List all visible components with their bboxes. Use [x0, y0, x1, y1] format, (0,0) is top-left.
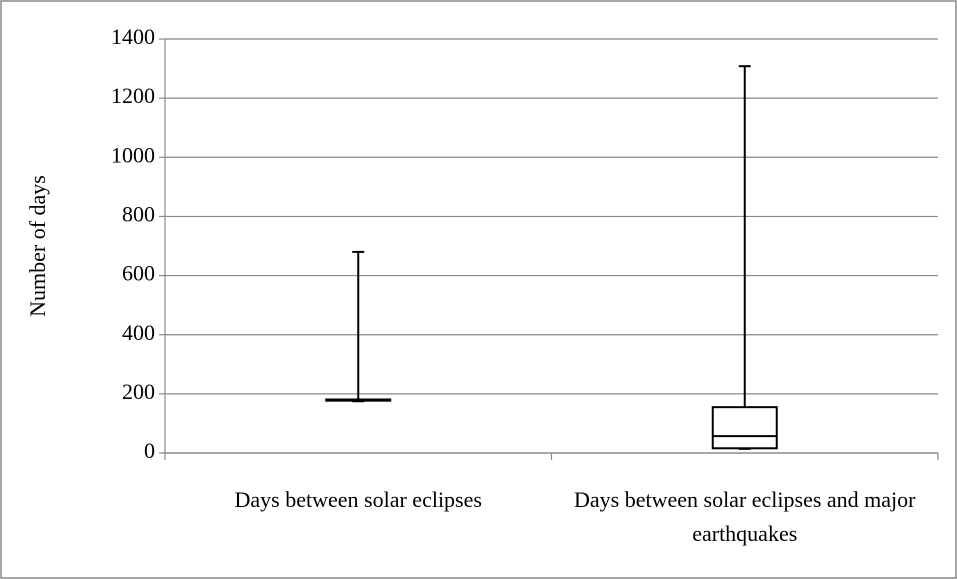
- y-tick-label: 1400: [111, 24, 155, 49]
- y-tick-label: 200: [122, 379, 155, 404]
- y-tick-label: 800: [122, 201, 155, 226]
- y-tick-label: 1200: [111, 83, 155, 108]
- y-tick-label: 0: [144, 438, 155, 463]
- x-tick-label: Days between solar eclipses and major ea…: [574, 487, 916, 546]
- y-tick-label: 1000: [111, 142, 155, 167]
- x-tick-label: Days between solar eclipses: [234, 487, 482, 512]
- y-tick-label: 600: [122, 261, 155, 286]
- y-tick-label: 400: [122, 320, 155, 345]
- y-axis-label: Number of days: [25, 175, 50, 317]
- box: [711, 406, 778, 450]
